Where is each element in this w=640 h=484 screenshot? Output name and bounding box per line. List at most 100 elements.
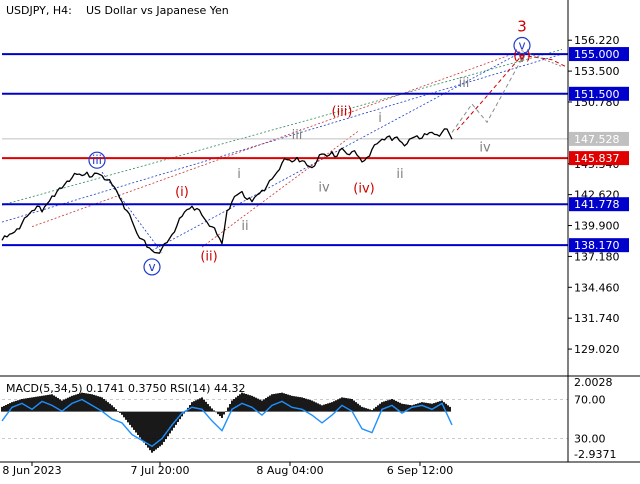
macd-bar [239, 394, 241, 412]
macd-bar [353, 400, 355, 412]
trend-lines [1, 49, 563, 254]
macd-bar [99, 396, 101, 412]
macd-bar [315, 402, 317, 412]
macd-bar [355, 402, 357, 412]
macd-bar [295, 396, 297, 412]
macd-bar [169, 411, 171, 434]
wave-label-14: v [518, 51, 526, 66]
macd-bar [175, 411, 177, 425]
macd-bar [1, 406, 3, 412]
macd-bar [81, 392, 83, 412]
rsi-line [1, 398, 453, 448]
x-tick-label-0: 8 Jun 2023 [2, 464, 61, 477]
macd-bar [203, 399, 205, 412]
wave-label-0: iii [92, 153, 102, 167]
price-tag-2: 147.528 [574, 133, 620, 146]
macd-bar [67, 397, 69, 412]
wave-label-9: (iv) [353, 182, 374, 197]
macd-bar [289, 395, 291, 412]
macd-bar [213, 410, 215, 412]
ind-tick-label-0: 2.0028 [574, 376, 613, 389]
macd-bar [159, 411, 161, 447]
macd-bar [337, 399, 339, 412]
macd-bar [235, 397, 237, 412]
macd-bar [173, 411, 175, 428]
macd-bar [171, 411, 173, 431]
wave-circle-1 [143, 258, 161, 276]
macd-bar [155, 411, 157, 450]
x-tick-label-3: 6 Sep 12:00 [387, 464, 453, 477]
projection-path-2 [521, 50, 563, 68]
macd-bar [75, 394, 77, 412]
macd-bar [291, 395, 293, 412]
price-tags: 155.000 151.500 147.528 145.837 141.778 138.1… [569, 47, 629, 253]
macd-bar [153, 411, 155, 452]
ind-tick-label-3: -2.9371 [574, 448, 616, 461]
trend-line-1 [1, 53, 563, 223]
y-tick-label-9: 129.020 [574, 343, 620, 356]
wave-label-3: (ii) [200, 250, 217, 265]
macd-bar [401, 403, 403, 412]
macd-bar [139, 411, 141, 438]
macd-bar [141, 411, 143, 441]
macd-bar [35, 396, 37, 412]
wave-label-7: iv [318, 180, 330, 195]
macd-bar [249, 395, 251, 412]
macd-bar [199, 398, 201, 412]
price-tag-bg-0 [569, 47, 629, 62]
wave-labels: iiiv(i)(ii)iiiiiiiv(iii)(iv)iiiiiiivv(v)… [88, 17, 531, 276]
macd-bar [259, 399, 261, 412]
macd-bar [393, 399, 395, 412]
wave-projections [451, 50, 569, 133]
wave-label-6: iii [292, 128, 303, 143]
macd-bar [193, 401, 195, 412]
macd-bar [95, 395, 97, 412]
macd-bar [437, 401, 439, 412]
macd-bar [305, 398, 307, 412]
macd-bar [299, 397, 301, 412]
macd-bar [233, 398, 235, 412]
macd-bar [413, 404, 415, 412]
macd-bar [129, 411, 131, 425]
macd-bar [273, 393, 275, 412]
macd-bar [445, 403, 447, 412]
macd-bar [119, 411, 121, 413]
price-tag-bg-4 [569, 197, 629, 212]
macd-bar [387, 400, 389, 412]
macd-bar [39, 396, 41, 412]
macd-bar [27, 398, 29, 412]
trend-line-5 [101, 171, 163, 254]
macd-bar [253, 396, 255, 412]
macd-bar [359, 405, 361, 412]
macd-bar [19, 399, 21, 412]
trend-line-4 [201, 130, 359, 248]
macd-bar [313, 401, 315, 412]
macd-bar [77, 393, 79, 412]
macd-bar [195, 400, 197, 412]
wave-label-12: iii [459, 76, 470, 91]
macd-bar [379, 403, 381, 412]
macd-bar [221, 411, 223, 418]
wave-circle-0 [88, 151, 106, 169]
macd-bar [373, 408, 375, 412]
macd-bar [381, 402, 383, 412]
y-tick-label-8: 131.740 [574, 312, 620, 325]
y-tick-label-5: 139.900 [574, 220, 620, 233]
macd-bar [43, 395, 45, 412]
macd-bar [63, 399, 65, 412]
macd-bar [21, 398, 23, 412]
macd-bar [163, 411, 165, 442]
macd-bar [321, 405, 323, 412]
macd-bar [345, 398, 347, 412]
macd-bar [429, 403, 431, 412]
macd-bar [151, 411, 153, 453]
wave-label-10: i [378, 111, 382, 126]
macd-bar [121, 411, 123, 415]
y-tick-label-1: 153.500 [574, 65, 620, 78]
macd-bar [149, 411, 151, 451]
macd-bar [385, 400, 387, 412]
ind-tick-label-2: 30.00 [574, 433, 606, 446]
macd-bar [439, 401, 441, 412]
wave-label-16: v [518, 39, 525, 53]
macd-bar [101, 397, 103, 412]
